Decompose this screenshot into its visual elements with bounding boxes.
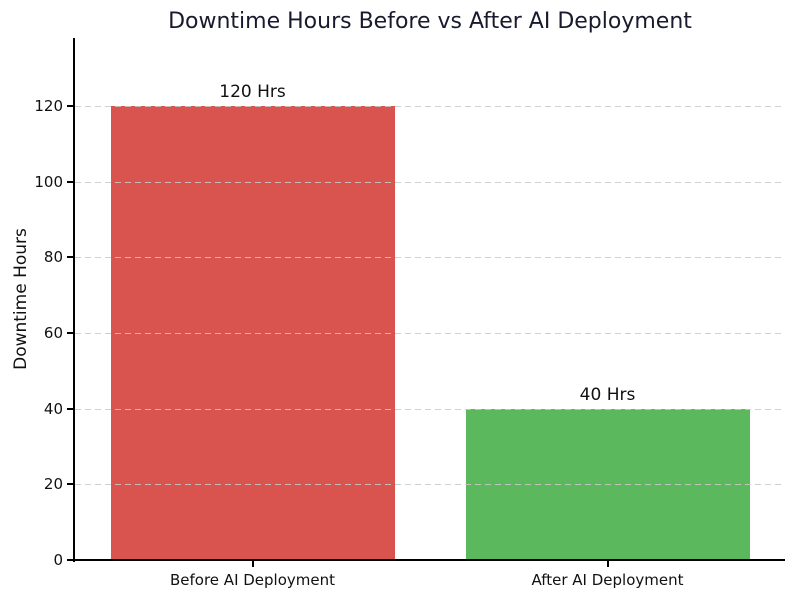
y-tick-mark: [67, 332, 73, 335]
y-tick-mark: [67, 180, 73, 183]
plot-area: [75, 38, 785, 560]
y-tick-label: 100: [34, 172, 63, 191]
x-axis-spine: [73, 559, 785, 561]
x-tick-mark: [606, 561, 609, 567]
y-tick-mark: [67, 559, 73, 561]
y-tick-mark: [67, 407, 73, 410]
y-tick-label: 60: [43, 324, 63, 343]
bar-value-label: 120 Hrs: [219, 82, 286, 103]
gridline-y-40: [75, 408, 785, 410]
gridline-y-20: [75, 484, 785, 486]
gridline-y-100: [75, 181, 785, 183]
x-tick-label: After AI Deployment: [531, 571, 684, 589]
gridline-y-60: [75, 333, 785, 335]
y-tick-label: 20: [43, 475, 63, 494]
x-tick-mark: [251, 561, 254, 567]
y-tick-label: 120: [34, 97, 63, 116]
gridline-y-120: [75, 106, 785, 108]
y-tick-label: 0: [53, 551, 63, 569]
chart-title: Downtime Hours Before vs After AI Deploy…: [168, 9, 692, 34]
y-tick-label: 40: [43, 399, 63, 418]
y-tick-label: 80: [43, 248, 63, 267]
y-tick-mark: [67, 256, 73, 259]
x-tick-label: Before AI Deployment: [169, 571, 336, 589]
y-tick-mark: [67, 483, 73, 486]
y-tick-mark: [67, 105, 73, 108]
gridline-y-80: [75, 257, 785, 259]
bar-value-label: 40 Hrs: [579, 384, 636, 405]
y-axis-spine: [73, 38, 75, 562]
